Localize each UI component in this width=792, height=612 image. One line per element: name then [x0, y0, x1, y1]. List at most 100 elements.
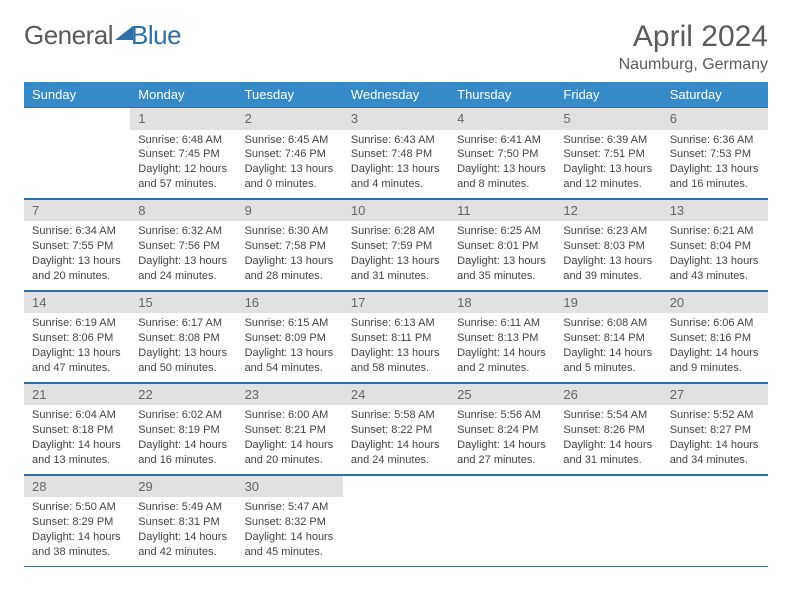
- sunrise-text: Sunrise: 6:06 AM: [670, 316, 760, 331]
- calendar-empty-cell: [555, 474, 661, 566]
- daylight-text: and 50 minutes.: [138, 361, 228, 376]
- sunset-text: Sunset: 8:31 PM: [138, 515, 228, 530]
- calendar-week-row: 28Sunrise: 5:50 AMSunset: 8:29 PMDayligh…: [24, 474, 768, 566]
- day-details: Sunrise: 6:13 AMSunset: 8:11 PMDaylight:…: [343, 313, 449, 381]
- empty-daynum: [24, 107, 130, 130]
- day-number: 25: [449, 383, 555, 406]
- day-details: Sunrise: 6:36 AMSunset: 7:53 PMDaylight:…: [662, 130, 768, 198]
- sunrise-text: Sunrise: 6:34 AM: [32, 224, 122, 239]
- day-details: Sunrise: 6:34 AMSunset: 7:55 PMDaylight:…: [24, 221, 130, 289]
- sunset-text: Sunset: 8:29 PM: [32, 515, 122, 530]
- sunrise-text: Sunrise: 6:21 AM: [670, 224, 760, 239]
- day-number: 9: [237, 199, 343, 222]
- calendar-day-cell: 24Sunrise: 5:58 AMSunset: 8:22 PMDayligh…: [343, 382, 449, 474]
- sunset-text: Sunset: 7:55 PM: [32, 239, 122, 254]
- calendar-day-cell: 9Sunrise: 6:30 AMSunset: 7:58 PMDaylight…: [237, 198, 343, 290]
- day-details: Sunrise: 6:30 AMSunset: 7:58 PMDaylight:…: [237, 221, 343, 289]
- daylight-text: Daylight: 13 hours: [670, 254, 760, 269]
- daylight-text: Daylight: 13 hours: [32, 254, 122, 269]
- daylight-text: and 13 minutes.: [32, 453, 122, 468]
- daylight-text: and 42 minutes.: [138, 545, 228, 560]
- sunset-text: Sunset: 7:53 PM: [670, 147, 760, 162]
- day-details: Sunrise: 6:02 AMSunset: 8:19 PMDaylight:…: [130, 405, 236, 473]
- calendar-day-cell: 3Sunrise: 6:43 AMSunset: 7:48 PMDaylight…: [343, 107, 449, 198]
- sunset-text: Sunset: 7:48 PM: [351, 147, 441, 162]
- logo-text-1: General: [24, 20, 113, 51]
- daylight-text: Daylight: 13 hours: [32, 346, 122, 361]
- calendar-day-cell: 23Sunrise: 6:00 AMSunset: 8:21 PMDayligh…: [237, 382, 343, 474]
- calendar-table: SundayMondayTuesdayWednesdayThursdayFrid…: [24, 82, 768, 567]
- daylight-text: and 35 minutes.: [457, 269, 547, 284]
- daylight-text: and 24 minutes.: [351, 453, 441, 468]
- daylight-text: and 2 minutes.: [457, 361, 547, 376]
- daylight-text: and 54 minutes.: [245, 361, 335, 376]
- day-details: Sunrise: 6:06 AMSunset: 8:16 PMDaylight:…: [662, 313, 768, 381]
- sunrise-text: Sunrise: 6:25 AM: [457, 224, 547, 239]
- empty-daynum: [555, 475, 661, 498]
- daylight-text: and 8 minutes.: [457, 177, 547, 192]
- calendar-day-cell: 4Sunrise: 6:41 AMSunset: 7:50 PMDaylight…: [449, 107, 555, 198]
- calendar-day-cell: 17Sunrise: 6:13 AMSunset: 8:11 PMDayligh…: [343, 290, 449, 382]
- sunrise-text: Sunrise: 6:39 AM: [563, 133, 653, 148]
- day-details: Sunrise: 6:19 AMSunset: 8:06 PMDaylight:…: [24, 313, 130, 381]
- day-number: 10: [343, 199, 449, 222]
- daylight-text: and 20 minutes.: [245, 453, 335, 468]
- daylight-text: Daylight: 13 hours: [670, 162, 760, 177]
- day-number: 12: [555, 199, 661, 222]
- sunrise-text: Sunrise: 6:36 AM: [670, 133, 760, 148]
- sunset-text: Sunset: 8:21 PM: [245, 423, 335, 438]
- daylight-text: and 12 minutes.: [563, 177, 653, 192]
- daylight-text: Daylight: 13 hours: [245, 162, 335, 177]
- calendar-day-cell: 25Sunrise: 5:56 AMSunset: 8:24 PMDayligh…: [449, 382, 555, 474]
- calendar-day-cell: 15Sunrise: 6:17 AMSunset: 8:08 PMDayligh…: [130, 290, 236, 382]
- daylight-text: Daylight: 14 hours: [351, 438, 441, 453]
- calendar-day-cell: 5Sunrise: 6:39 AMSunset: 7:51 PMDaylight…: [555, 107, 661, 198]
- sunset-text: Sunset: 8:24 PM: [457, 423, 547, 438]
- daylight-text: and 9 minutes.: [670, 361, 760, 376]
- daylight-text: and 16 minutes.: [138, 453, 228, 468]
- sunset-text: Sunset: 7:51 PM: [563, 147, 653, 162]
- sunrise-text: Sunrise: 6:45 AM: [245, 133, 335, 148]
- daylight-text: Daylight: 14 hours: [563, 438, 653, 453]
- day-details: Sunrise: 6:48 AMSunset: 7:45 PMDaylight:…: [130, 130, 236, 198]
- day-number: 27: [662, 383, 768, 406]
- daylight-text: Daylight: 14 hours: [457, 346, 547, 361]
- day-number: 21: [24, 383, 130, 406]
- weekday-header: Wednesday: [343, 82, 449, 107]
- day-details: Sunrise: 6:21 AMSunset: 8:04 PMDaylight:…: [662, 221, 768, 289]
- day-details: Sunrise: 6:28 AMSunset: 7:59 PMDaylight:…: [343, 221, 449, 289]
- day-number: 5: [555, 107, 661, 130]
- calendar-week-row: 7Sunrise: 6:34 AMSunset: 7:55 PMDaylight…: [24, 198, 768, 290]
- weekday-header-row: SundayMondayTuesdayWednesdayThursdayFrid…: [24, 82, 768, 107]
- calendar-empty-cell: [343, 474, 449, 566]
- daylight-text: Daylight: 13 hours: [245, 346, 335, 361]
- sunset-text: Sunset: 8:32 PM: [245, 515, 335, 530]
- page-title: April 2024: [619, 20, 768, 54]
- calendar-day-cell: 12Sunrise: 6:23 AMSunset: 8:03 PMDayligh…: [555, 198, 661, 290]
- day-number: 2: [237, 107, 343, 130]
- calendar-week-row: 1Sunrise: 6:48 AMSunset: 7:45 PMDaylight…: [24, 107, 768, 198]
- day-number: 18: [449, 291, 555, 314]
- day-number: 13: [662, 199, 768, 222]
- daylight-text: and 43 minutes.: [670, 269, 760, 284]
- daylight-text: and 47 minutes.: [32, 361, 122, 376]
- day-details: Sunrise: 6:00 AMSunset: 8:21 PMDaylight:…: [237, 405, 343, 473]
- daylight-text: Daylight: 14 hours: [563, 346, 653, 361]
- sunset-text: Sunset: 8:01 PM: [457, 239, 547, 254]
- sunset-text: Sunset: 7:56 PM: [138, 239, 228, 254]
- weekday-header: Thursday: [449, 82, 555, 107]
- day-details: Sunrise: 6:04 AMSunset: 8:18 PMDaylight:…: [24, 405, 130, 473]
- sunrise-text: Sunrise: 6:43 AM: [351, 133, 441, 148]
- calendar-empty-cell: [662, 474, 768, 566]
- calendar-day-cell: 1Sunrise: 6:48 AMSunset: 7:45 PMDaylight…: [130, 107, 236, 198]
- daylight-text: Daylight: 13 hours: [245, 254, 335, 269]
- daylight-text: Daylight: 14 hours: [138, 438, 228, 453]
- daylight-text: Daylight: 13 hours: [138, 346, 228, 361]
- daylight-text: Daylight: 14 hours: [457, 438, 547, 453]
- sunrise-text: Sunrise: 6:08 AM: [563, 316, 653, 331]
- sunrise-text: Sunrise: 6:00 AM: [245, 408, 335, 423]
- calendar-day-cell: 27Sunrise: 5:52 AMSunset: 8:27 PMDayligh…: [662, 382, 768, 474]
- sunset-text: Sunset: 8:13 PM: [457, 331, 547, 346]
- daylight-text: and 24 minutes.: [138, 269, 228, 284]
- calendar-week-row: 21Sunrise: 6:04 AMSunset: 8:18 PMDayligh…: [24, 382, 768, 474]
